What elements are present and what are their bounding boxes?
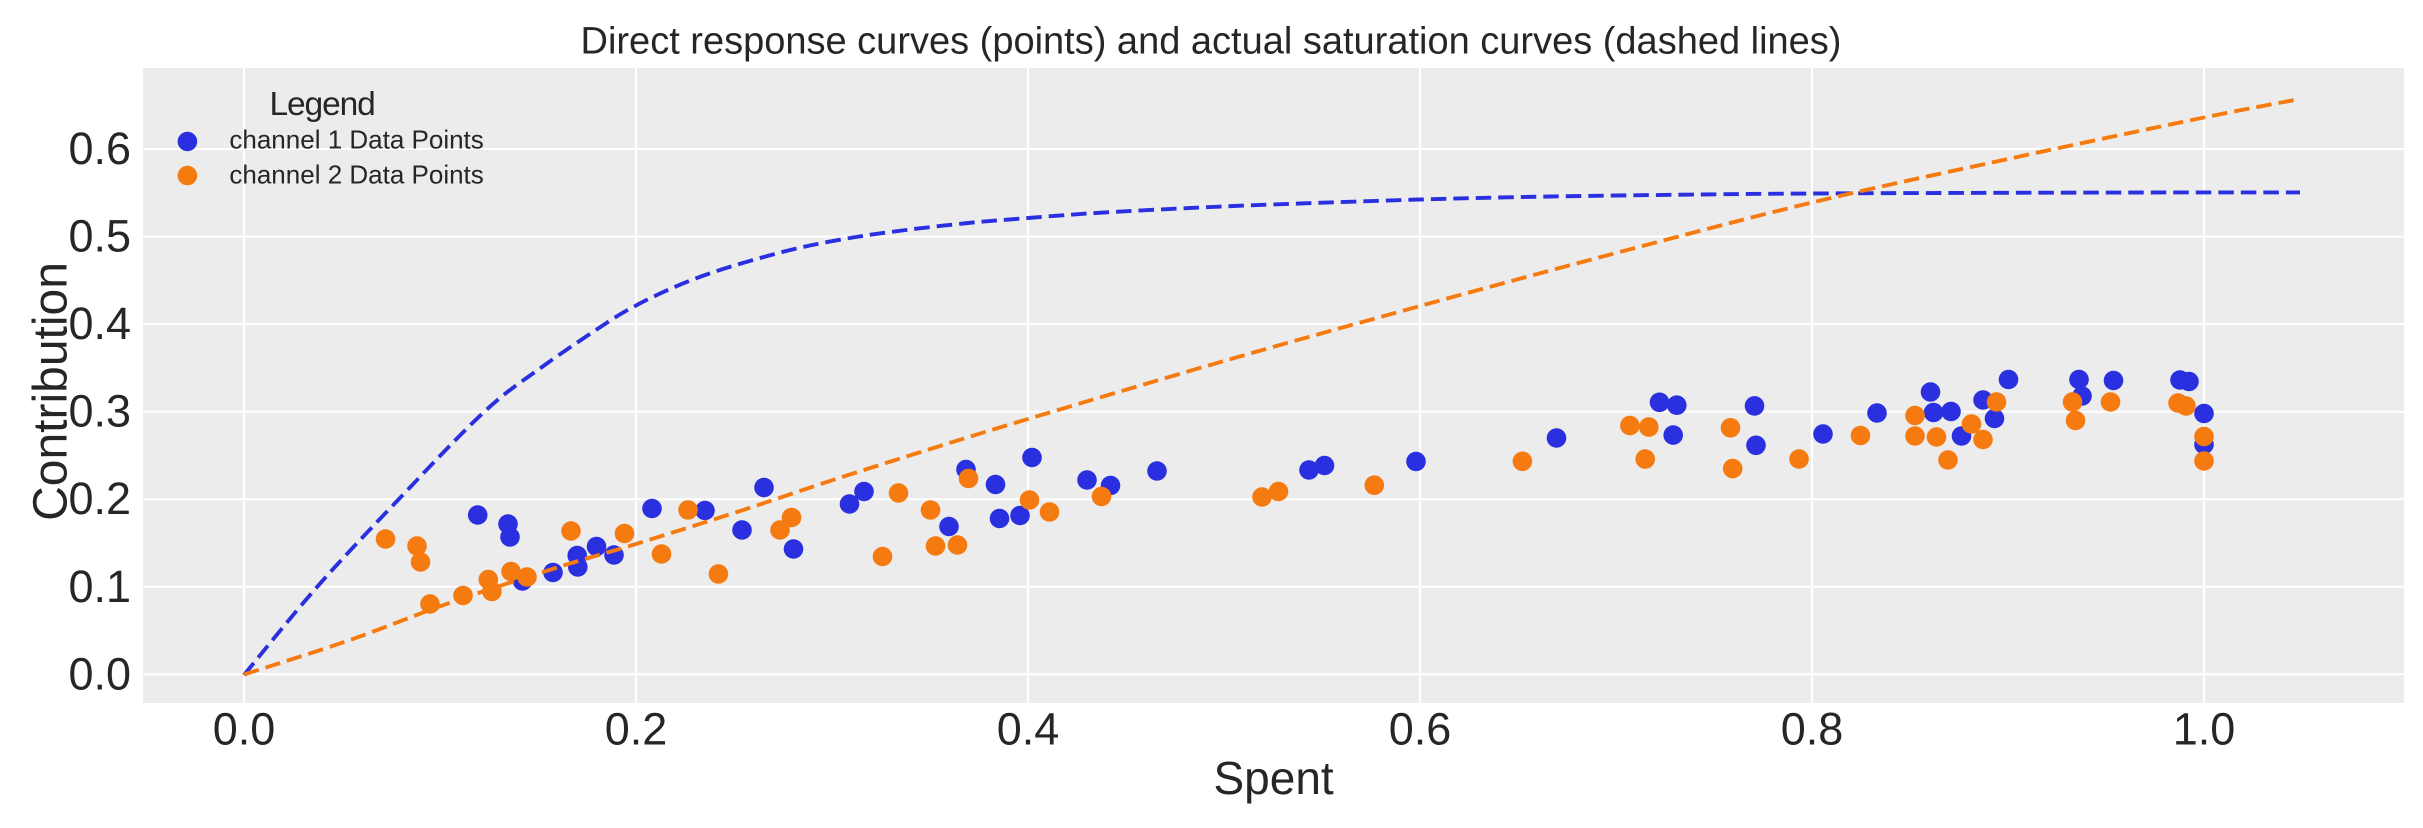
svg-text:0.3: 0.3 (68, 386, 131, 437)
svg-text:0.4: 0.4 (68, 298, 131, 349)
svg-text:0.8: 0.8 (1781, 704, 1844, 755)
svg-text:0.6: 0.6 (68, 123, 131, 174)
svg-text:0.0: 0.0 (213, 704, 276, 755)
svg-text:Direct response curves (points: Direct response curves (points) and actu… (581, 20, 1842, 62)
svg-text:0.5: 0.5 (68, 211, 131, 262)
svg-text:0.4: 0.4 (997, 704, 1060, 755)
svg-text:0.1: 0.1 (68, 561, 131, 612)
svg-text:0.6: 0.6 (1389, 704, 1452, 755)
svg-text:Spent: Spent (1213, 752, 1333, 804)
svg-text:0.2: 0.2 (605, 704, 668, 755)
svg-text:0.2: 0.2 (68, 473, 131, 524)
svg-text:Contribution: Contribution (25, 262, 78, 521)
svg-text:channel 1 Data Points: channel 1 Data Points (229, 125, 483, 155)
svg-text:1.0: 1.0 (2173, 704, 2236, 755)
svg-text:channel 2 Data Points: channel 2 Data Points (229, 160, 483, 190)
svg-text:0.0: 0.0 (68, 648, 131, 699)
svg-text:Legend: Legend (270, 86, 375, 123)
